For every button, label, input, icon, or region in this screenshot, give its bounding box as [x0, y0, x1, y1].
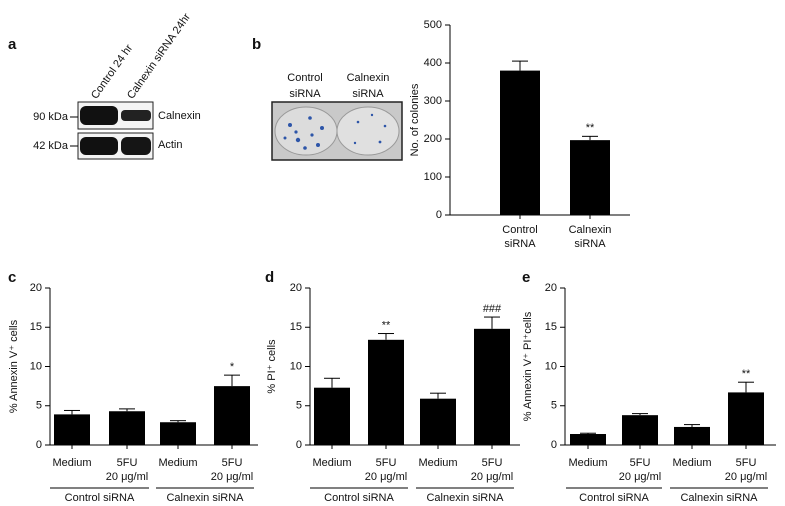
size-label: 90 kDa [33, 111, 69, 123]
y-tick-label: 15 [30, 321, 42, 333]
x-tick-label: 5FU 20 μg/ml [725, 457, 767, 483]
y-tick-label: 20 [30, 282, 42, 294]
size-label: 42 kDa [33, 140, 69, 152]
x-tick-label: Control siRNA [502, 224, 537, 250]
x-tick-label: 5FU 20 μg/ml [365, 457, 407, 483]
group-label: Calnexin siRNA [680, 492, 758, 504]
protein-label: Actin [158, 139, 182, 151]
bar [160, 422, 196, 445]
panel-label: b [252, 36, 261, 53]
bar [500, 70, 540, 215]
y-tick-label: 0 [551, 439, 557, 451]
significance: ** [742, 368, 751, 380]
bar [570, 140, 610, 215]
bar [314, 387, 350, 445]
significance: ### [483, 303, 502, 315]
group-label: Control siRNA [324, 492, 394, 504]
group-label: Control siRNA [579, 492, 649, 504]
y-tick-label: 500 [424, 19, 442, 31]
panel-label: d [265, 269, 274, 286]
x-tick-label: Medium [672, 457, 711, 469]
lane-label: Calnexin siRNA 24hr [125, 11, 193, 101]
y-tick-label: 5 [36, 400, 42, 412]
bar [368, 339, 404, 445]
bar [214, 386, 250, 445]
bar [109, 411, 145, 445]
panel-label: e [522, 269, 530, 286]
y-tick-label: 15 [290, 321, 302, 333]
y-tick-label: 5 [551, 400, 557, 412]
y-axis-label: % Annexin V⁺ cells [8, 319, 20, 413]
x-tick-label: 5FU 20 μg/ml [211, 457, 253, 483]
plate-image [271, 101, 403, 161]
y-tick-label: 200 [424, 133, 442, 145]
bar [570, 434, 606, 445]
x-tick-label: 5FU 20 μg/ml [471, 457, 513, 483]
bar [474, 328, 510, 445]
y-tick-label: 400 [424, 57, 442, 69]
significance: * [230, 361, 235, 373]
x-tick-label: Calnexin siRNA [569, 224, 612, 250]
bar [622, 415, 658, 445]
y-tick-label: 20 [545, 282, 557, 294]
y-tick-label: 20 [290, 282, 302, 294]
group-label: Control siRNA [65, 492, 135, 504]
well-label: Calnexin siRNA [347, 72, 390, 100]
x-tick-label: Medium [418, 457, 457, 469]
x-tick-label: Medium [158, 457, 197, 469]
y-axis-label: % PI⁺ cells [266, 339, 278, 394]
y-axis-label: % Annexin V⁺ PI⁺cells [522, 311, 534, 421]
significance: ** [586, 122, 595, 134]
y-tick-label: 15 [545, 321, 557, 333]
x-tick-label: Medium [52, 457, 91, 469]
blot-image [70, 101, 154, 160]
x-tick-label: Medium [568, 457, 607, 469]
protein-label: Calnexin [158, 110, 201, 122]
y-tick-label: 0 [436, 209, 442, 221]
y-tick-label: 0 [36, 439, 42, 451]
group-label: Calnexin siRNA [166, 492, 244, 504]
y-tick-label: 100 [424, 171, 442, 183]
y-tick-label: 5 [296, 400, 302, 412]
y-axis-label: No. of colonies [409, 83, 421, 156]
significance: ** [382, 319, 391, 331]
x-tick-label: 5FU 20 μg/ml [619, 457, 661, 483]
x-tick-label: 5FU 20 μg/ml [106, 457, 148, 483]
y-tick-label: 0 [296, 439, 302, 451]
y-tick-label: 300 [424, 95, 442, 107]
bar [420, 398, 456, 445]
y-tick-label: 10 [30, 360, 42, 372]
bar [54, 414, 90, 445]
x-tick-label: Medium [312, 457, 351, 469]
y-tick-label: 10 [290, 360, 302, 372]
bar [674, 426, 710, 445]
bar [728, 392, 764, 445]
panel-label: a [8, 36, 17, 53]
well-label: Control siRNA [287, 72, 322, 100]
y-tick-label: 10 [545, 360, 557, 372]
panel-label: c [8, 269, 16, 286]
group-label: Calnexin siRNA [426, 492, 504, 504]
